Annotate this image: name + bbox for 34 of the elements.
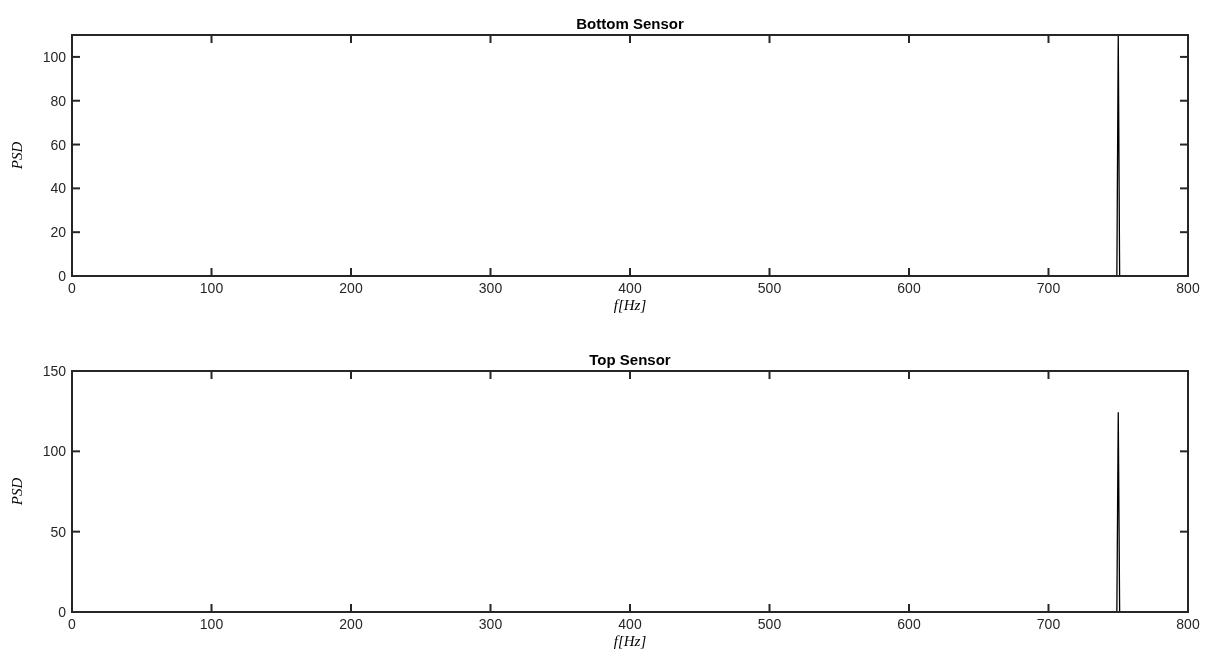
x-tick-label: 300 <box>478 280 503 296</box>
chart-title: Bottom Sensor <box>576 15 684 32</box>
y-tick-label: 0 <box>58 604 67 620</box>
y-tick-label: 80 <box>50 92 67 109</box>
x-tick-label: 500 <box>757 280 782 296</box>
y-tick-label: 20 <box>50 224 67 241</box>
x-tick-label: 800 <box>1176 616 1200 632</box>
x-tick-label: 800 <box>1176 280 1200 296</box>
y-tick-label: 100 <box>42 48 67 65</box>
x-tick-label: 100 <box>199 616 224 632</box>
x-tick-label: 600 <box>897 616 921 632</box>
y-tick-label: 100 <box>42 443 67 460</box>
x-tick-label: 400 <box>618 280 642 296</box>
x-tick-label: 500 <box>757 616 782 632</box>
x-tick-label: 200 <box>339 616 363 632</box>
x-tick-label: 300 <box>478 616 503 632</box>
y-tick-label: 60 <box>50 136 67 153</box>
y-axis-title: PSD <box>9 141 25 171</box>
y-tick-label: 0 <box>58 268 67 284</box>
y-tick-label: 150 <box>42 363 67 379</box>
y-tick-label: 40 <box>50 180 67 197</box>
y-axis-title: PSD <box>9 477 25 507</box>
chart-title: Top Sensor <box>589 351 671 368</box>
x-axis-title: f[Hz] <box>613 297 647 313</box>
x-tick-label: 600 <box>897 280 921 296</box>
y-tick-label: 50 <box>50 523 67 540</box>
x-tick-label: 700 <box>1036 616 1061 632</box>
x-tick-label: 100 <box>199 280 224 296</box>
x-tick-label: 0 <box>68 280 77 296</box>
x-tick-label: 700 <box>1036 280 1061 296</box>
x-tick-label: 400 <box>618 616 642 632</box>
x-tick-label: 0 <box>68 616 77 632</box>
x-axis-title: f[Hz] <box>613 633 647 649</box>
x-tick-label: 200 <box>339 280 363 296</box>
